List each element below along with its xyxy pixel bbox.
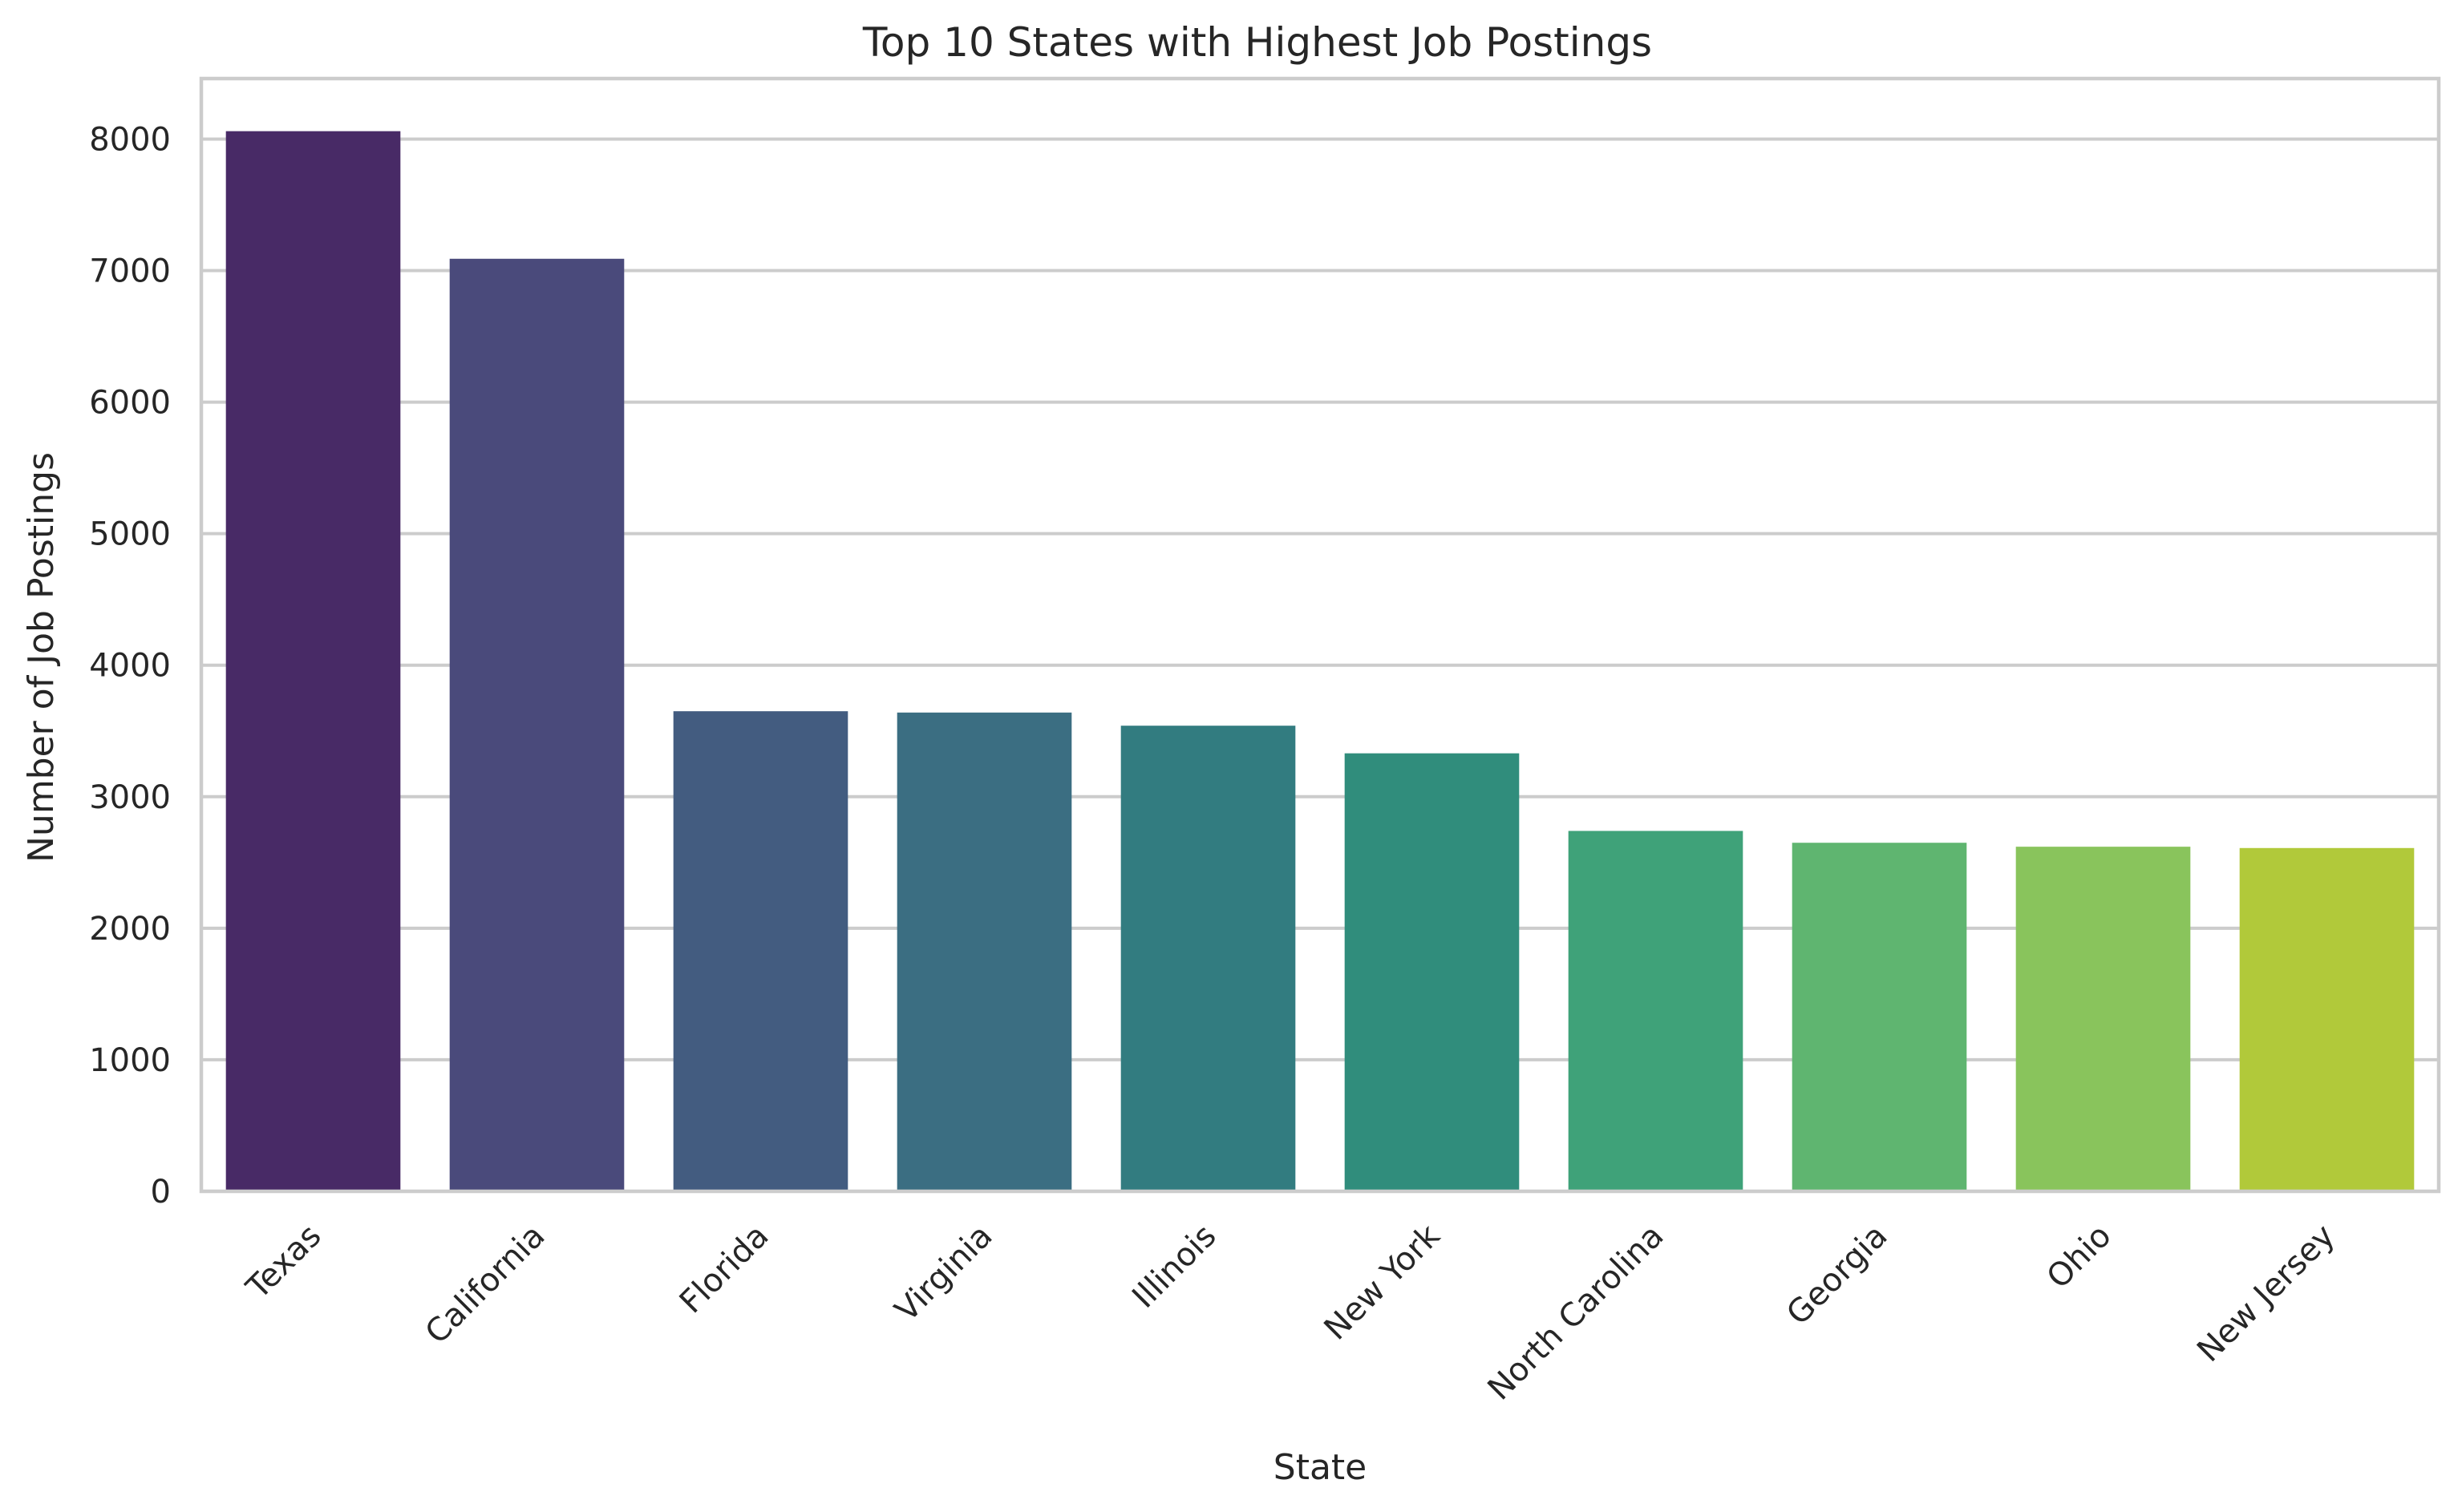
y-axis-label: Number of Job Postings [21, 452, 62, 863]
x-tick-label: North Carolina [1481, 1218, 1671, 1408]
x-tick-label: Texas [239, 1218, 328, 1307]
x-tick-label: Ohio [2040, 1218, 2119, 1296]
x-tick-label: Florida [673, 1218, 776, 1321]
bar-north-carolina [1568, 831, 1743, 1191]
y-tick-label: 6000 [89, 385, 171, 422]
bar-illinois [1120, 726, 1296, 1191]
bar-florida [673, 711, 848, 1191]
bar-new-york [1344, 753, 1520, 1191]
x-axis-label: State [1274, 1447, 1367, 1488]
plot-frame [199, 76, 2441, 1194]
y-tick-label: 2000 [89, 911, 171, 948]
y-tick-label: 8000 [89, 121, 171, 158]
bar-california [449, 258, 625, 1191]
bar-ohio [2015, 847, 2191, 1191]
bar-texas [225, 131, 401, 1192]
x-tick-label: New Jersey [2190, 1218, 2342, 1369]
bars [225, 131, 2415, 1192]
y-tick-label: 7000 [89, 253, 171, 290]
x-tick-label: New York [1318, 1217, 1448, 1348]
bar-new-jersey [2239, 847, 2415, 1191]
x-tick-labels: Texas California Florida Virginia Illinois Ne… [239, 1217, 2342, 1408]
x-tick-label: California [419, 1218, 553, 1352]
y-tick-label: 3000 [89, 779, 171, 816]
y-tick-label: 5000 [89, 516, 171, 553]
bar-virginia [897, 712, 1072, 1191]
y-tick-label: 4000 [89, 648, 171, 685]
x-tick-label: Georgia [1780, 1218, 1894, 1332]
x-tick-label: Illinois [1125, 1218, 1223, 1316]
chart-title: Top 10 States with Highest Job Postings [862, 19, 1652, 66]
y-tick-label: 0 [151, 1174, 171, 1211]
x-tick-label: Virginia [888, 1218, 999, 1329]
y-tick-labels: 0 1000 2000 3000 4000 5000 6000 7000 8000 [89, 121, 171, 1211]
bar-georgia [1792, 843, 1967, 1191]
y-tick-label: 1000 [89, 1042, 171, 1079]
